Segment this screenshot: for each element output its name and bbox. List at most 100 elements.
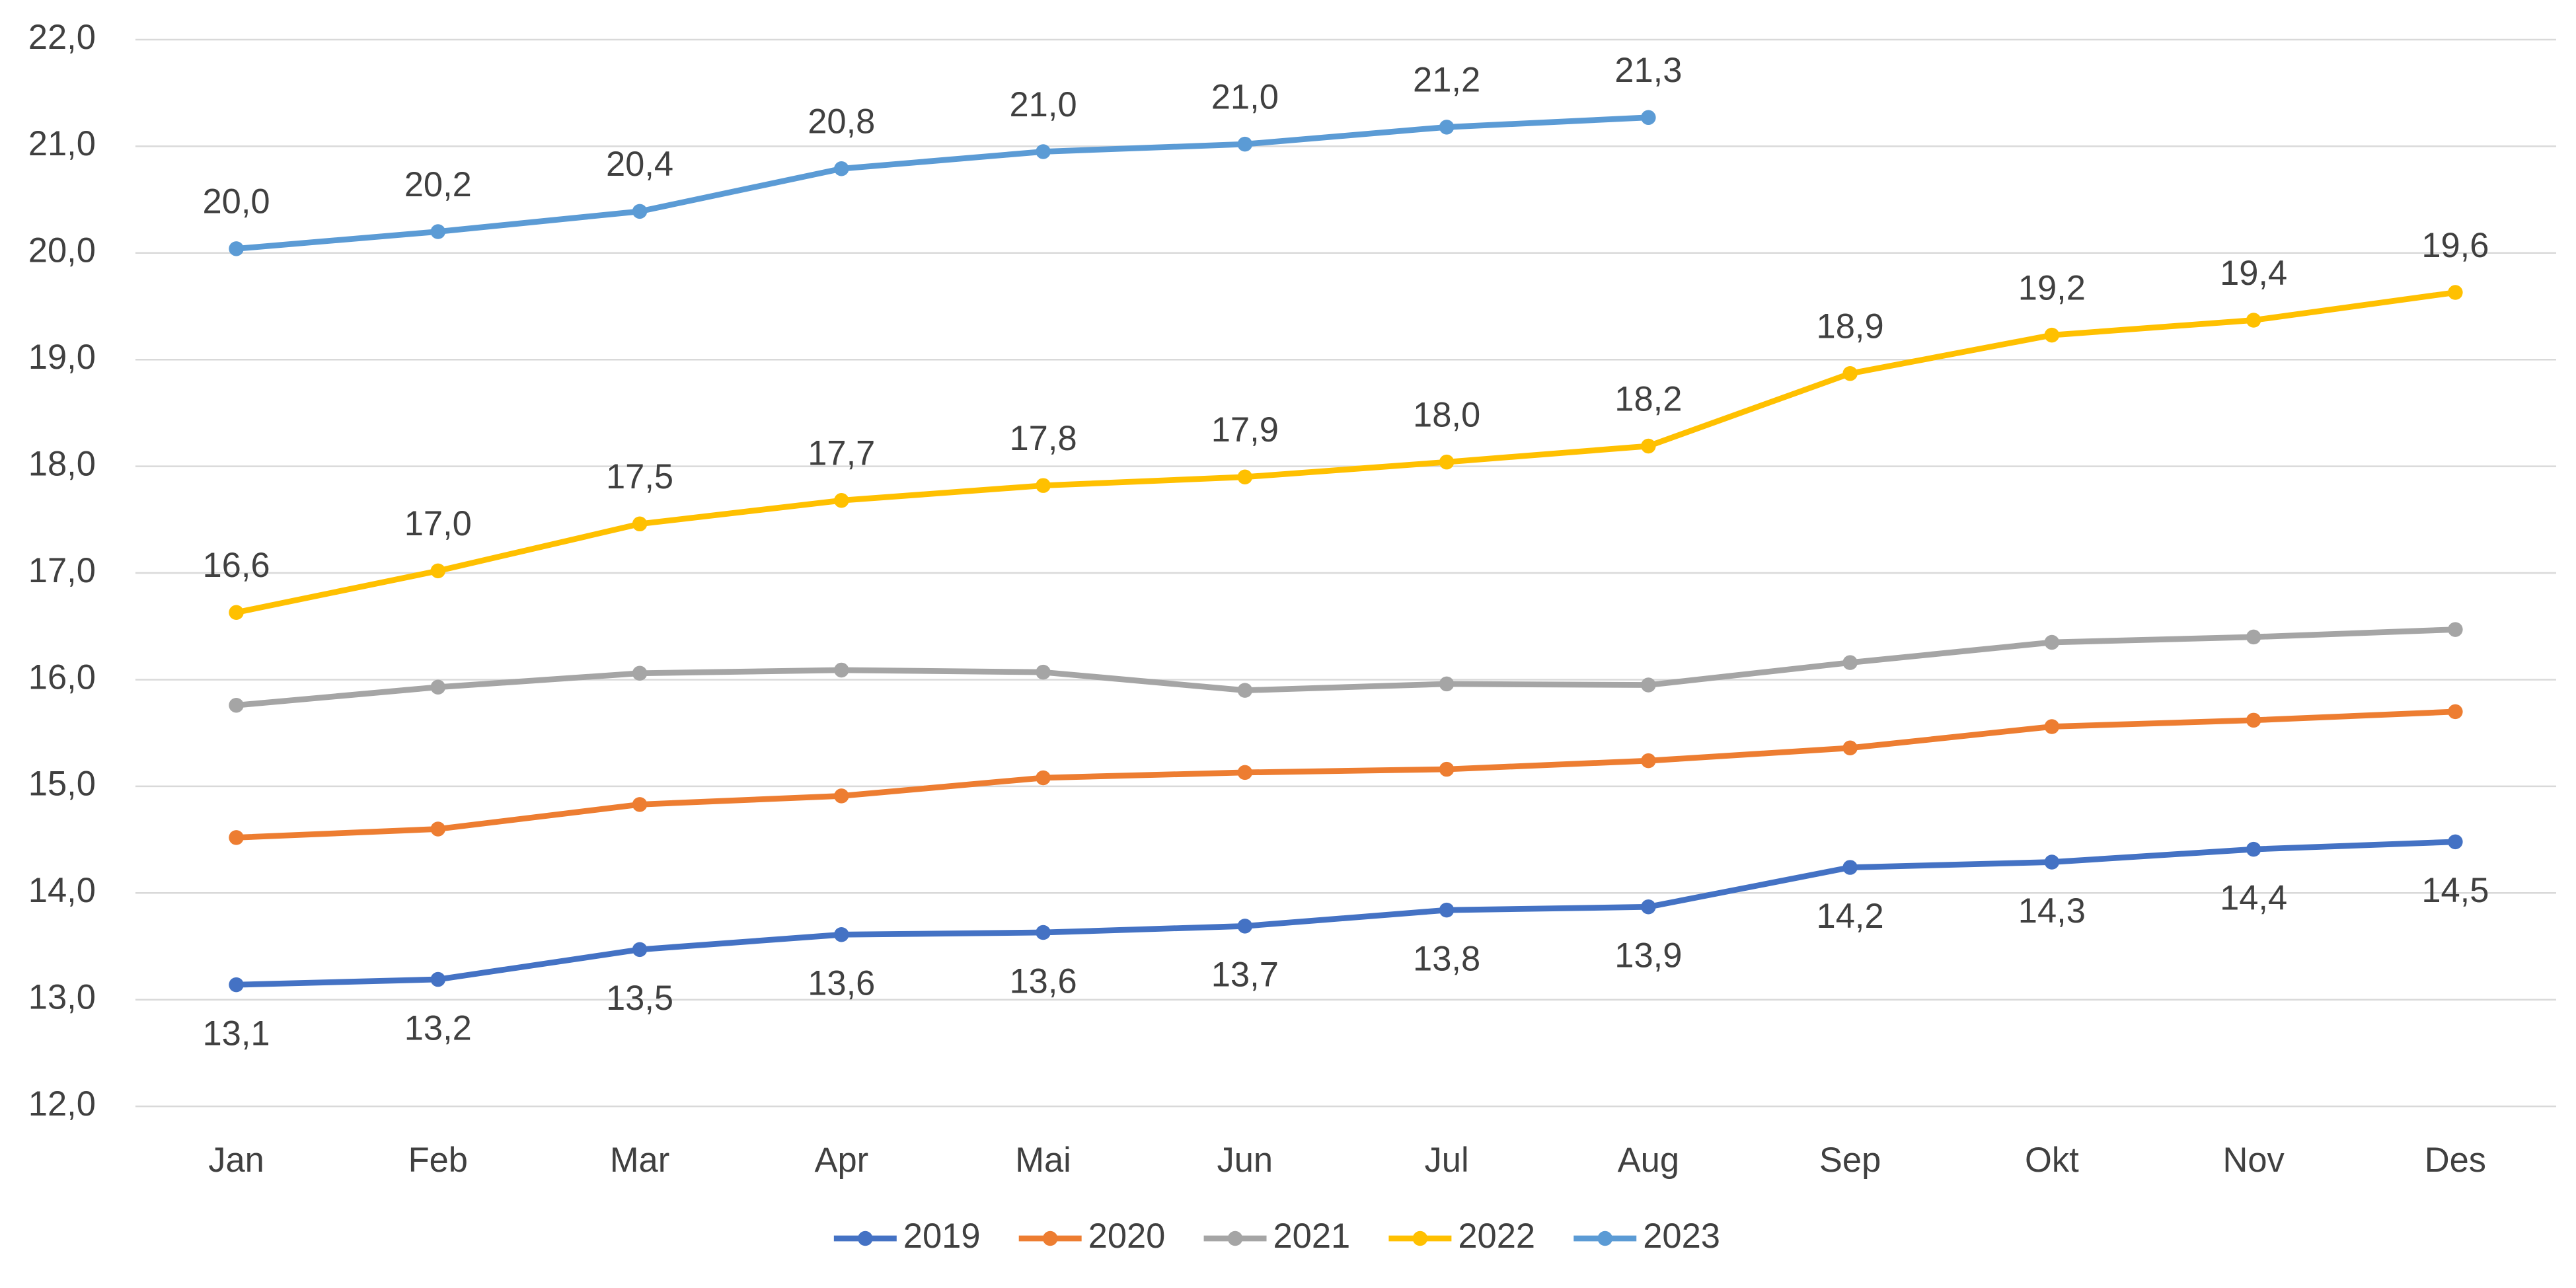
y-tick-label: 19,0 [28,338,96,377]
data-label: 17,5 [606,458,673,496]
data-point [1641,899,1656,915]
data-point [632,797,648,812]
data-point [2448,285,2463,300]
x-tick-label: Apr [814,1141,868,1180]
y-tick-label: 17,0 [28,552,96,590]
data-point [229,977,244,993]
data-label: 21,0 [1211,79,1279,117]
series-line [233,839,2458,988]
data-point [1237,469,1253,485]
y-tick-label: 16,0 [28,658,96,697]
data-label: 14,4 [2220,879,2287,917]
data-point [632,665,648,681]
data-label: 21,0 [1010,86,1077,124]
data-point [2448,834,2463,850]
series-line [233,708,2458,841]
x-tick-label: Okt [2025,1141,2079,1180]
data-point [1641,677,1656,693]
legend-marker [1412,1231,1428,1246]
data-point [1641,438,1656,454]
data-point [2044,634,2060,650]
data-point [1237,765,1253,780]
data-label: 21,2 [1413,61,1480,100]
data-point [1439,454,1455,470]
data-point [229,241,244,256]
data-label: 17,9 [1211,411,1279,449]
legend-label: 2020 [1088,1217,1166,1256]
data-label: 13,9 [1614,937,1682,975]
y-tick-label: 13,0 [28,979,96,1017]
x-tick-label: Jan [208,1141,264,1180]
legend-label: 2019 [903,1217,981,1256]
data-point [2044,719,2060,734]
legend-label: 2022 [1458,1217,1535,1256]
data-point [2246,313,2261,328]
data-point [1641,753,1656,769]
legend-label: 2023 [1643,1217,1720,1256]
data-point [1237,919,1253,934]
legend-label: 2021 [1273,1217,1351,1256]
data-point [1036,664,1051,680]
legend-marker [1227,1231,1243,1246]
data-label: 13,2 [404,1009,472,1047]
data-point [1036,478,1051,493]
legend-marker [1042,1231,1058,1246]
data-point [430,971,446,987]
x-tick-label: Jul [1425,1141,1469,1180]
data-point [2448,704,2463,720]
y-tick-label: 21,0 [28,125,96,163]
data-point [229,830,244,845]
x-tick-label: Mar [610,1141,669,1180]
data-point [430,224,446,239]
series-line [233,626,2458,708]
data-label: 20,0 [202,183,270,221]
series-line [233,289,2458,616]
x-tick-label: Nov [2222,1141,2285,1180]
data-point [1036,770,1051,786]
data-point [2044,854,2060,870]
data-point [834,662,849,678]
data-point [2246,841,2261,857]
data-label: 20,2 [404,166,472,204]
y-tick-label: 22,0 [28,19,96,57]
data-point [430,679,446,695]
data-point [1439,902,1455,918]
legend-marker [1597,1231,1612,1246]
data-point [2246,629,2261,645]
data-point [1439,120,1455,135]
data-label: 18,0 [1413,397,1480,435]
data-label: 20,8 [808,103,875,141]
data-label: 19,6 [2421,227,2489,265]
data-point [430,563,446,579]
y-tick-label: 14,0 [28,872,96,910]
x-tick-label: Des [2425,1141,2486,1180]
data-point [834,161,849,176]
data-point [1237,683,1253,698]
data-point [1842,365,1858,381]
data-label: 18,2 [1614,380,1682,418]
data-label: 13,1 [202,1014,270,1053]
legend-marker [858,1231,873,1246]
x-tick-label: Sep [1819,1141,1881,1180]
data-label: 13,5 [606,979,673,1018]
data-point [430,821,446,837]
data-label: 17,7 [808,435,875,473]
x-tick-label: Jun [1217,1141,1273,1180]
data-point [632,204,648,219]
data-point [1439,676,1455,692]
data-label: 17,8 [1010,420,1077,458]
data-point [2448,622,2463,637]
y-tick-label: 18,0 [28,445,96,483]
x-tick-label: Feb [408,1141,468,1180]
data-point [1641,110,1656,126]
data-point [2246,712,2261,728]
data-label: 19,2 [2018,269,2086,307]
data-label: 14,2 [1817,897,1884,936]
data-label: 13,8 [1413,940,1480,978]
data-label: 14,3 [2018,892,2086,930]
data-point [229,697,244,713]
data-label: 20,4 [606,145,673,184]
data-point [1439,761,1455,777]
